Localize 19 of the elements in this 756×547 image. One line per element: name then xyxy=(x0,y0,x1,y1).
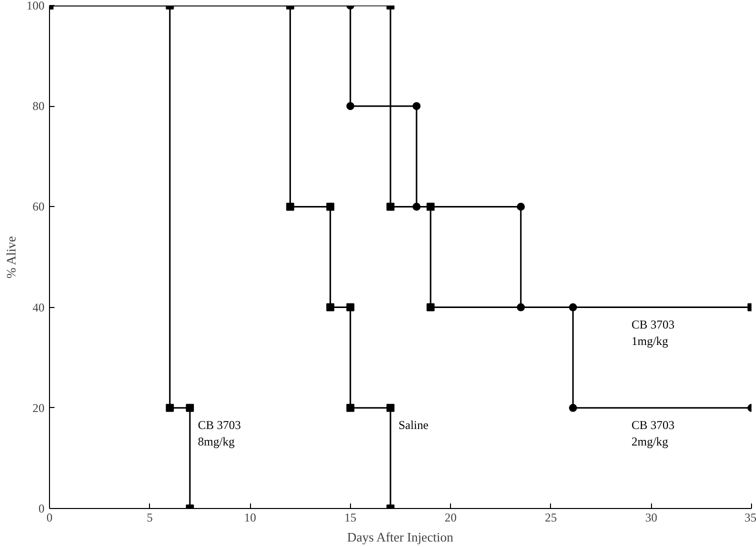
y-tick-label: 0 xyxy=(38,502,44,516)
y-tick-label: 80 xyxy=(32,99,44,114)
series-label: CB 3703 2mg/kg xyxy=(632,418,675,449)
x-tick-label: 35 xyxy=(744,510,756,524)
y-tick-label: 100 xyxy=(26,0,44,12)
y-tick-label: 20 xyxy=(32,400,44,415)
x-axis-title: Days After Injection xyxy=(347,530,454,544)
x-tick-label: 15 xyxy=(344,510,356,524)
y-tick-label: 60 xyxy=(32,200,44,214)
x-tick-label: 10 xyxy=(244,510,256,524)
series-label: CB 3703 1mg/kg xyxy=(632,317,675,348)
x-tick-label: 5 xyxy=(146,510,153,524)
series-label: CB 3703 8mg/kg xyxy=(198,418,241,449)
series-label: Saline xyxy=(398,418,428,432)
x-tick-label: 25 xyxy=(544,510,557,524)
x-tick-label: 30 xyxy=(645,510,658,524)
y-tick-label: 40 xyxy=(32,300,44,314)
y-axis-title: % Alive xyxy=(4,236,18,278)
x-tick-label: 20 xyxy=(444,510,457,524)
